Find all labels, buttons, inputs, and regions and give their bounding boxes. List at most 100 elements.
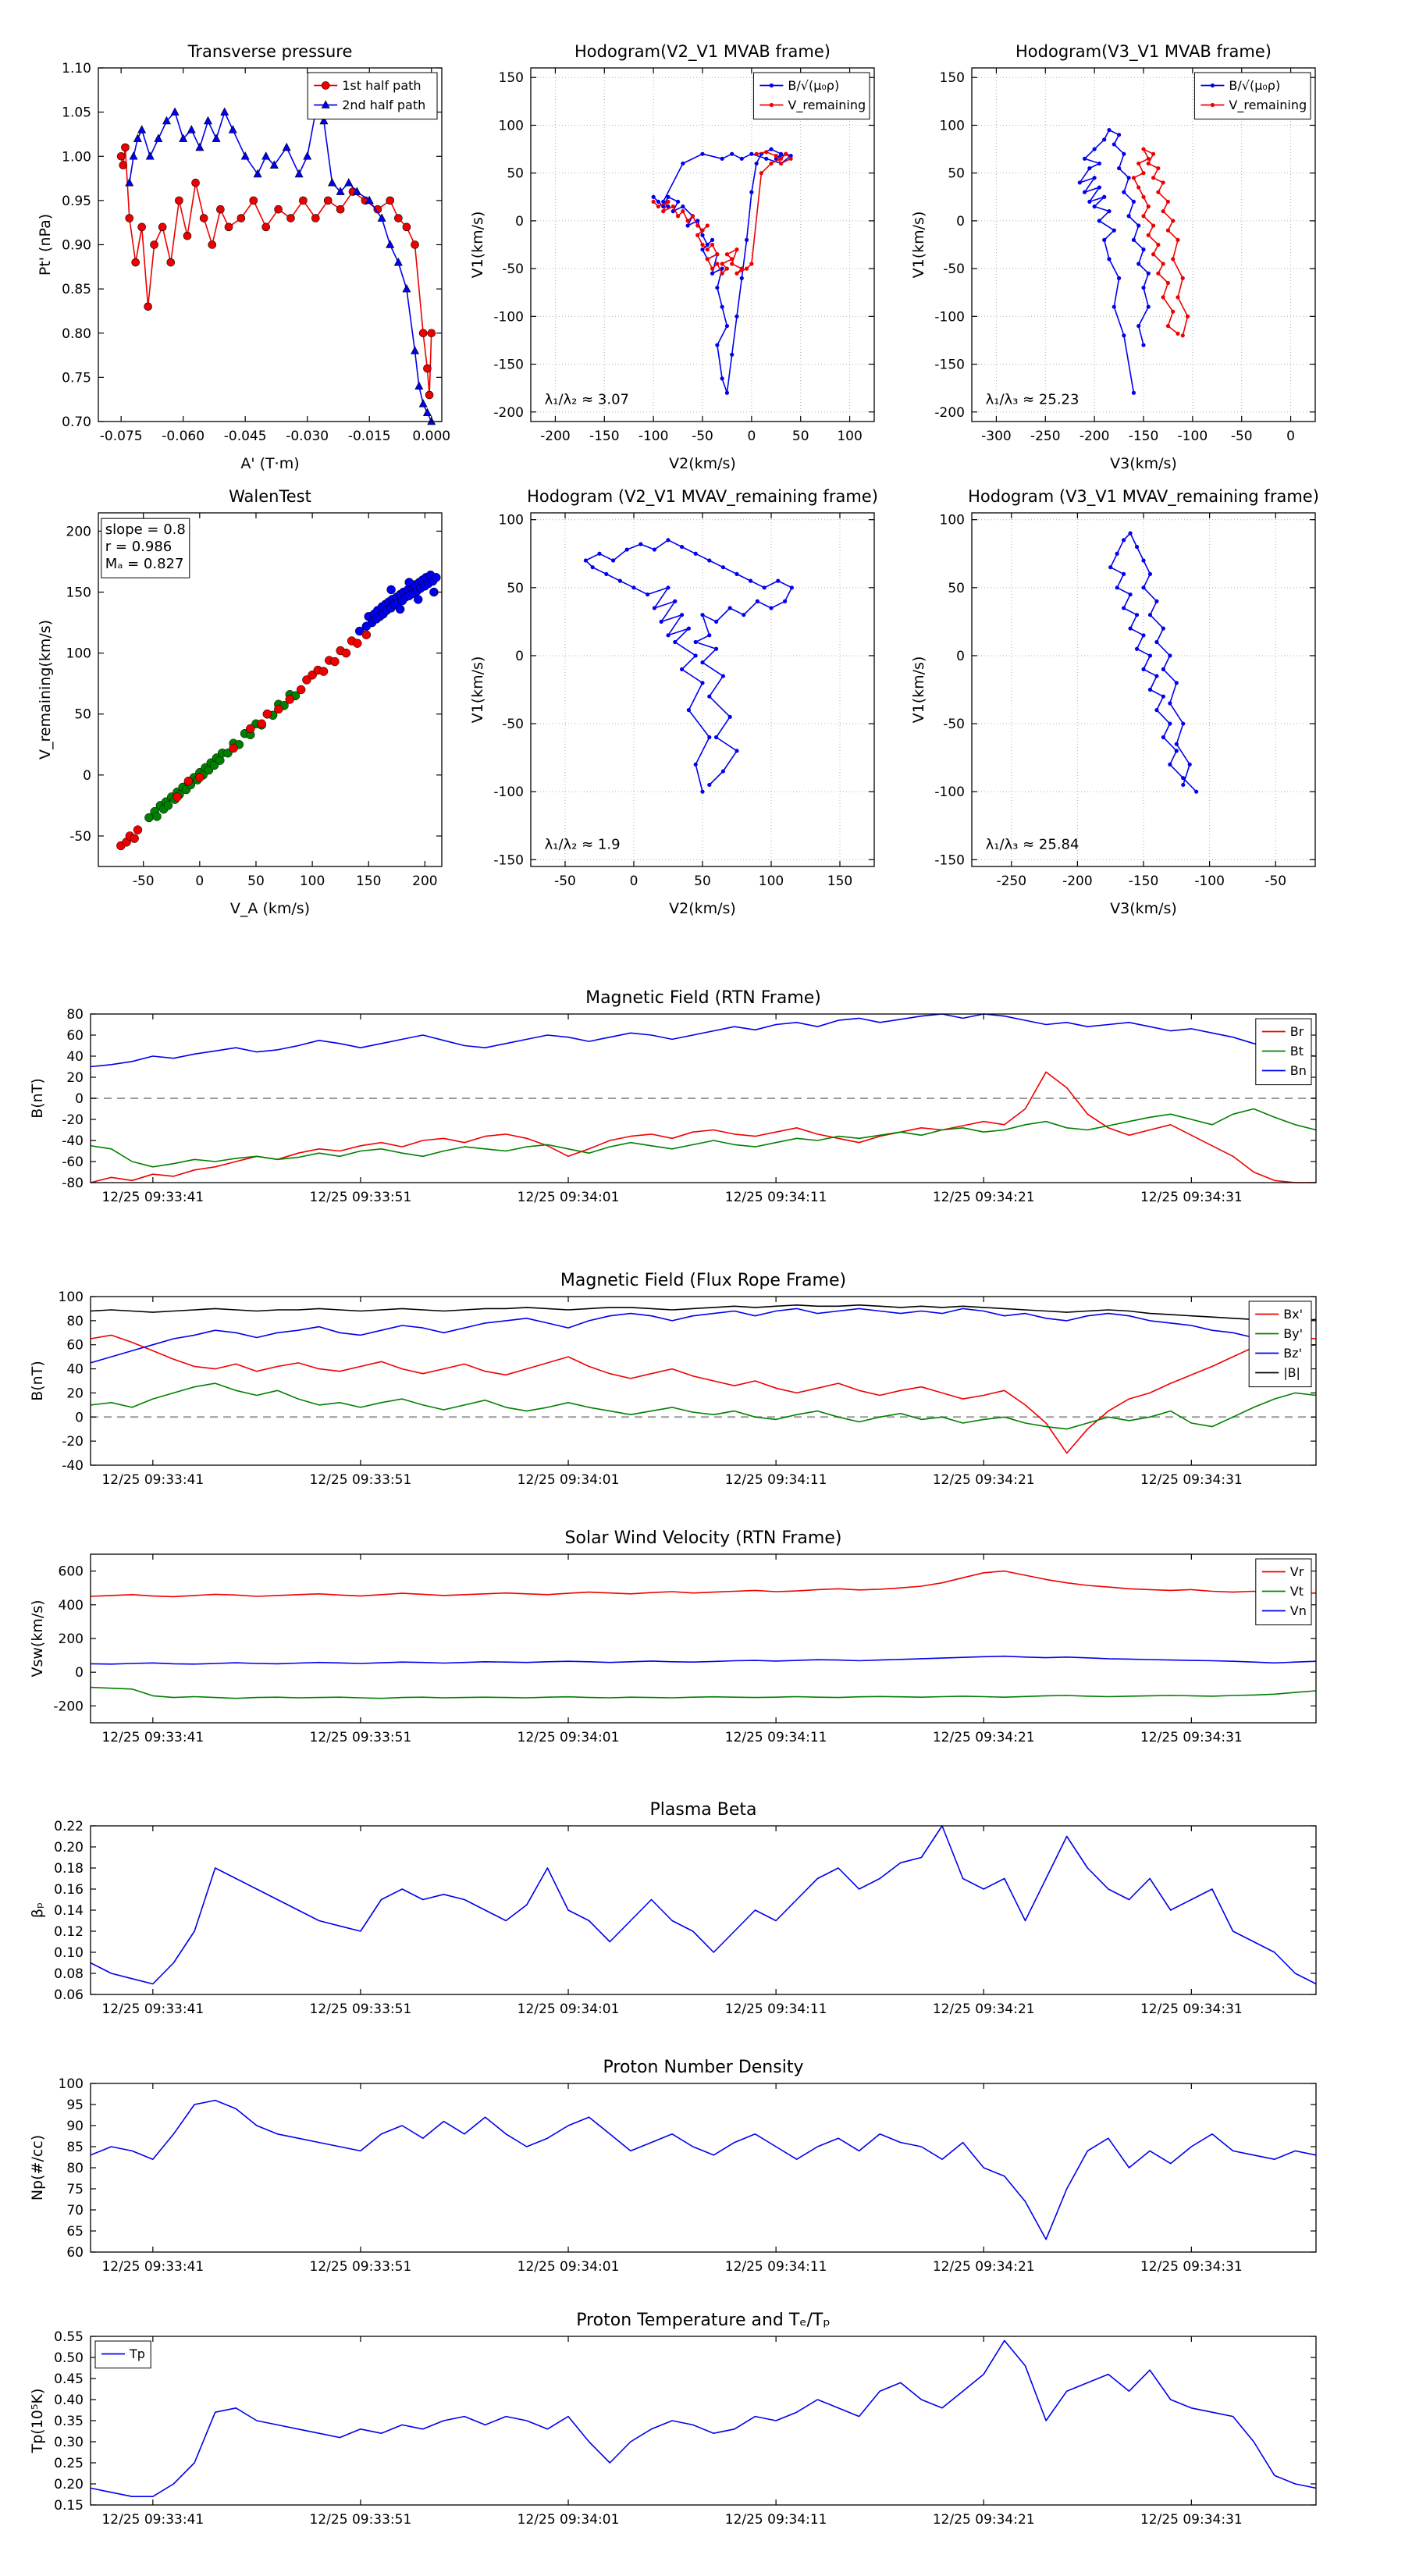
svg-text:-50: -50 [692,429,713,444]
svg-text:100: 100 [59,1290,84,1305]
svg-text:Tp: Tp [129,2347,145,2361]
svg-text:0.14: 0.14 [54,1903,84,1919]
svg-text:V_A (km/s): V_A (km/s) [230,900,310,917]
svg-text:-50: -50 [943,717,965,732]
svg-text:0.45: 0.45 [54,2371,84,2387]
svg-text:0.90: 0.90 [62,238,91,254]
svg-text:0: 0 [83,768,91,784]
svg-text:0.35: 0.35 [54,2414,84,2429]
svg-text:12/25 09:34:11: 12/25 09:34:11 [725,2512,827,2528]
svg-text:-200: -200 [1080,429,1110,444]
svg-text:B/√(μ₀ρ): B/√(μ₀ρ) [788,78,839,93]
svg-text:0.70: 0.70 [62,415,91,430]
svg-text:0.22: 0.22 [54,1819,84,1834]
svg-text:12/25 09:34:31: 12/25 09:34:31 [1140,2259,1243,2275]
svg-text:12/25 09:34:21: 12/25 09:34:21 [933,2001,1035,2017]
svg-text:12/25 09:34:21: 12/25 09:34:21 [933,2512,1035,2528]
svg-text:-250: -250 [996,873,1026,889]
svg-text:B/√(μ₀ρ): B/√(μ₀ρ) [1229,78,1280,93]
svg-text:0.55: 0.55 [54,2329,84,2345]
svg-text:12/25 09:33:51: 12/25 09:33:51 [310,1472,412,1488]
svg-text:20: 20 [66,1386,84,1401]
svg-text:Magnetic Field (Flux Rope Fram: Magnetic Field (Flux Rope Frame) [560,1271,846,1290]
svg-text:-50: -50 [1231,429,1253,444]
svg-text:Bx': Bx' [1283,1307,1303,1322]
svg-text:50: 50 [74,707,91,723]
svg-text:100: 100 [300,873,325,889]
svg-text:Hodogram(V2_V1 MVAB frame): Hodogram(V2_V1 MVAB frame) [574,42,831,62]
svg-text:Hodogram (V3_V1 MVAV_remaining: Hodogram (V3_V1 MVAV_remaining frame) [968,487,1319,507]
svg-text:Bz': Bz' [1283,1346,1302,1361]
chart-proton-number-density: 12/25 09:33:41 12/25 09:33:51 12/25 09:34:… [16,2051,1336,2293]
svg-text:-100: -100 [493,309,524,325]
svg-text:0: 0 [1286,429,1295,444]
svg-text:Proton Number Density: Proton Number Density [603,2058,804,2077]
svg-text:75: 75 [66,2182,84,2197]
chart-hodogram-v2v1-mvav: -50 0 50 100 150 -150 -100 -50 0 50 100 Hodogram (V… [453,472,890,929]
svg-text:Vsw(km/s): Vsw(km/s) [29,1599,46,1677]
svg-text:-100: -100 [934,309,965,325]
svg-text:0: 0 [75,1091,84,1107]
svg-text:80: 80 [66,1314,84,1329]
svg-text:λ₁/λ₃ ≈ 25.84: λ₁/λ₃ ≈ 25.84 [986,836,1080,852]
svg-text:0.25: 0.25 [54,2456,84,2471]
svg-text:-20: -20 [62,1112,84,1128]
svg-text:0.15: 0.15 [54,2498,84,2514]
svg-text:12/25 09:34:31: 12/25 09:34:31 [1140,1190,1243,1205]
svg-text:V1(km/s): V1(km/s) [469,656,486,724]
svg-text:-150: -150 [934,852,965,868]
svg-text:-100: -100 [934,785,965,800]
svg-text:V1(km/s): V1(km/s) [910,212,927,279]
svg-text:-200: -200 [540,429,571,444]
svg-text:12/25 09:34:11: 12/25 09:34:11 [725,1730,827,1745]
svg-text:0.12: 0.12 [54,1924,84,1940]
svg-text:100: 100 [66,646,91,662]
svg-text:V2(km/s): V2(km/s) [669,455,736,472]
svg-text:150: 150 [940,70,965,86]
svg-text:0.95: 0.95 [62,194,91,209]
chart-hodogram-v2v1-mvab: -200 -150 -100 -50 0 50 100 -200 -150 -100 -50 0 50 1… [453,27,890,484]
svg-text:150: 150 [499,70,524,86]
svg-text:-50: -50 [502,262,524,277]
svg-text:12/25 09:34:31: 12/25 09:34:31 [1140,2001,1243,2017]
svg-text:50: 50 [694,873,711,889]
svg-text:0.85: 0.85 [62,282,91,297]
svg-text:100: 100 [59,2076,84,2092]
svg-text:60: 60 [66,1028,84,1044]
svg-text:0: 0 [630,873,638,889]
chart-hodogram-v3v1-mvab: -300 -250 -200 -150 -100 -50 0 -200 -150 -100 -50 0… [894,27,1331,484]
svg-text:-150: -150 [1129,429,1159,444]
svg-text:V1(km/s): V1(km/s) [910,656,927,724]
svg-text:Hodogram (V2_V1 MVAV_remaining: Hodogram (V2_V1 MVAV_remaining frame) [527,487,878,507]
svg-text:12/25 09:34:21: 12/25 09:34:21 [933,1472,1035,1488]
svg-text:-150: -150 [493,852,524,868]
svg-text:-100: -100 [638,429,669,444]
svg-text:200: 200 [59,1631,84,1647]
svg-text:Vn: Vn [1290,1603,1307,1618]
svg-text:60: 60 [66,1338,84,1354]
chart-hodogram-v3v1-mvav: -250 -200 -150 -100 -50 -150 -100 -50 0 50 100 Hodo… [894,472,1331,929]
svg-text:Bt: Bt [1290,1044,1304,1059]
svg-text:λ₁/λ₂ ≈ 1.9: λ₁/λ₂ ≈ 1.9 [545,836,621,852]
svg-text:B(nT): B(nT) [29,1361,46,1401]
svg-text:0.08: 0.08 [54,1966,84,1982]
svg-text:12/25 09:34:01: 12/25 09:34:01 [518,2001,620,2017]
svg-text:-50: -50 [1264,873,1286,889]
svg-text:12/25 09:34:11: 12/25 09:34:11 [725,1472,827,1488]
svg-text:-0.060: -0.060 [162,429,205,444]
svg-text:0.18: 0.18 [54,1861,84,1877]
svg-text:12/25 09:33:51: 12/25 09:33:51 [310,1730,412,1745]
svg-text:Tp(10⁵K): Tp(10⁵K) [29,2389,46,2454]
svg-text:12/25 09:34:31: 12/25 09:34:31 [1140,2512,1243,2528]
svg-text:12/25 09:34:31: 12/25 09:34:31 [1140,1730,1243,1745]
svg-text:95: 95 [66,2097,84,2113]
svg-text:V2(km/s): V2(km/s) [669,900,736,917]
svg-text:V3(km/s): V3(km/s) [1110,900,1177,917]
svg-text:12/25 09:33:41: 12/25 09:33:41 [101,1472,204,1488]
svg-text:2nd half path: 2nd half path [342,98,425,112]
svg-text:150: 150 [66,585,91,601]
svg-text:12/25 09:34:21: 12/25 09:34:21 [933,2259,1035,2275]
svg-text:150: 150 [827,873,852,889]
svg-text:Pt' (nPa): Pt' (nPa) [37,214,54,276]
svg-text:-150: -150 [1129,873,1159,889]
